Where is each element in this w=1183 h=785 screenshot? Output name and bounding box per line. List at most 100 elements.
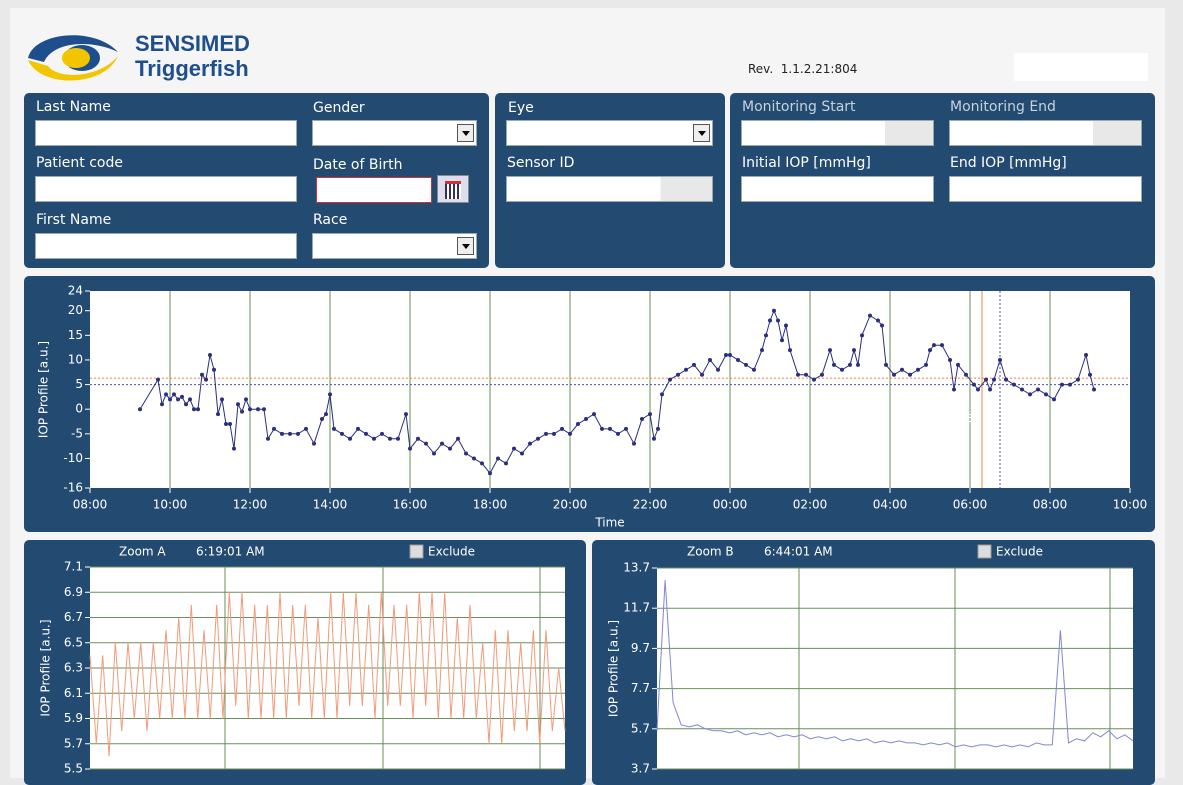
dob-input[interactable] [316, 177, 432, 203]
label: First Name [36, 212, 112, 228]
point [956, 362, 960, 367]
point [280, 431, 284, 436]
gender-dropdown[interactable] [312, 120, 477, 146]
point [204, 377, 208, 382]
point [820, 372, 824, 377]
point [248, 407, 252, 412]
patient-code-input[interactable] [35, 176, 297, 202]
point [640, 417, 644, 422]
y-tick-label: 6.5 [64, 635, 83, 649]
y-tick-label: 7.7 [631, 681, 650, 695]
x-tick-label: 08:00 [73, 498, 108, 512]
point [600, 426, 604, 431]
point [916, 367, 920, 372]
point [940, 343, 944, 348]
exclude-checkbox[interactable] [977, 544, 992, 559]
x-tick-label: 08:00 [1033, 498, 1068, 512]
point [744, 362, 748, 367]
label: Patient code [36, 155, 123, 171]
x-tick-label: 10:00 [1113, 498, 1148, 512]
zoom-b-chart: 3.7 5.7 7.7 9.7 11.7 13.7 IOP Profile [a.u.] Zo… [607, 544, 1134, 776]
y-tick-label: 3.7 [631, 762, 650, 776]
point [832, 362, 836, 367]
race-dropdown[interactable] [312, 233, 477, 259]
point [780, 338, 784, 343]
last-name-input[interactable] [35, 120, 297, 146]
x-tick-label: 14:00 [313, 498, 348, 512]
point [552, 431, 556, 436]
point [584, 417, 588, 422]
point [932, 343, 936, 348]
point [408, 446, 412, 451]
point [456, 436, 460, 441]
exclude-checkbox[interactable] [409, 544, 424, 559]
point [892, 372, 896, 377]
point [228, 421, 232, 426]
first-name-input[interactable] [35, 233, 297, 259]
y-axis-label: IOP Profile [a.u.] [39, 619, 53, 716]
label: Last Name [36, 99, 111, 115]
point [1092, 387, 1096, 392]
point [340, 431, 344, 436]
point [856, 362, 860, 367]
point [188, 397, 192, 402]
point [356, 426, 360, 431]
point [1060, 382, 1064, 387]
point [760, 348, 764, 353]
point [880, 323, 884, 328]
point [184, 402, 188, 407]
label: Monitoring Start [742, 99, 856, 115]
point [480, 461, 484, 466]
y-tick-label: 6.7 [64, 610, 83, 624]
point [984, 377, 988, 382]
point [1004, 377, 1008, 382]
point [992, 377, 996, 382]
y-tick-label: 6.3 [64, 661, 83, 675]
zoom-title: Zoom B [687, 545, 734, 559]
point [948, 357, 952, 362]
point [488, 471, 492, 476]
point [520, 451, 524, 456]
point [1028, 392, 1032, 397]
point [632, 441, 636, 446]
point [328, 392, 332, 397]
point [544, 431, 548, 436]
label: Eye [508, 100, 534, 116]
y-axis-label: IOP Profile [a.u.] [607, 620, 621, 717]
x-tick-label: 10:00 [153, 498, 188, 512]
point [724, 353, 728, 358]
point [1076, 377, 1080, 382]
point [236, 402, 240, 407]
point [138, 407, 142, 412]
label: Initial IOP [mmHg] [742, 155, 871, 171]
point [784, 323, 788, 328]
y-tick-label: 6.1 [64, 686, 83, 700]
sensor-id-input [506, 176, 713, 202]
point [172, 392, 176, 397]
iop-chart: -16 -10 -5 0 5 10 15 20 24 08:00 10:00 12:00 14:00 16… [37, 284, 1148, 530]
y-tick-label: -5 [71, 426, 83, 440]
zoom-time: 6:44:01 AM [764, 545, 833, 559]
point [320, 417, 324, 422]
point [1052, 397, 1056, 402]
label: Monitoring End [950, 99, 1056, 115]
initial-iop-input[interactable] [741, 176, 934, 202]
point [788, 348, 792, 353]
point [1068, 382, 1072, 387]
label: Gender [313, 100, 365, 116]
eye-dropdown[interactable] [506, 120, 713, 146]
y-tick-label: -16 [63, 481, 83, 495]
point [868, 313, 872, 318]
point [1036, 387, 1040, 392]
point [812, 377, 816, 382]
y-tick-label: 10 [68, 352, 83, 366]
point [860, 333, 864, 338]
x-tick-label: 02:00 [793, 498, 828, 512]
point [560, 426, 564, 431]
brand: SENSIMED [135, 31, 250, 56]
end-iop-input[interactable] [949, 176, 1142, 202]
calendar-button[interactable] [437, 175, 469, 203]
point [256, 407, 260, 412]
point [176, 397, 180, 402]
point [684, 367, 688, 372]
